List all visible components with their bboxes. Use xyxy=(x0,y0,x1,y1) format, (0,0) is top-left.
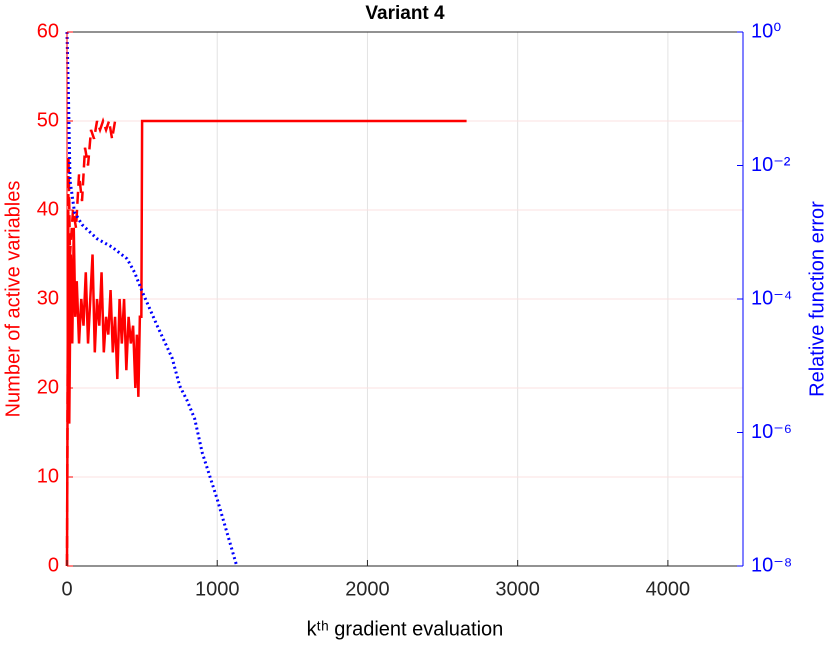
y-tick-label: 10 xyxy=(37,465,59,487)
y-axis-label: Number of active variables xyxy=(2,181,24,418)
x-tick-label: 3000 xyxy=(495,578,540,600)
y2-tick-label: 10⁻⁸ xyxy=(751,554,792,576)
chart-title: Variant 4 xyxy=(365,3,445,24)
y-tick-label: 0 xyxy=(48,554,59,576)
y2-axis-label: Relative function error xyxy=(806,201,828,397)
x-tick-label: 4000 xyxy=(646,578,691,600)
y-tick-label: 50 xyxy=(37,109,59,131)
line-series xyxy=(65,119,467,567)
y2-tick-label: 10⁻² xyxy=(751,154,791,176)
x-axis-label: kᵗʰ gradient evaluation xyxy=(307,618,504,640)
y-tick-label: 30 xyxy=(37,287,59,309)
x-tick-label: 1000 xyxy=(195,578,240,600)
y2-tick-label: 10⁻⁶ xyxy=(751,421,792,443)
x-tick-label: 2000 xyxy=(345,578,390,600)
y2-tick-label: 10⁻⁴ xyxy=(751,287,792,309)
y2-tick-label: 10⁰ xyxy=(751,20,781,42)
y-tick-label: 40 xyxy=(37,198,59,220)
line-series xyxy=(65,117,119,567)
x-tick-label: 0 xyxy=(61,578,72,600)
line-series xyxy=(65,31,239,567)
y-tick-label: 60 xyxy=(37,20,59,42)
y-tick-label: 20 xyxy=(37,376,59,398)
